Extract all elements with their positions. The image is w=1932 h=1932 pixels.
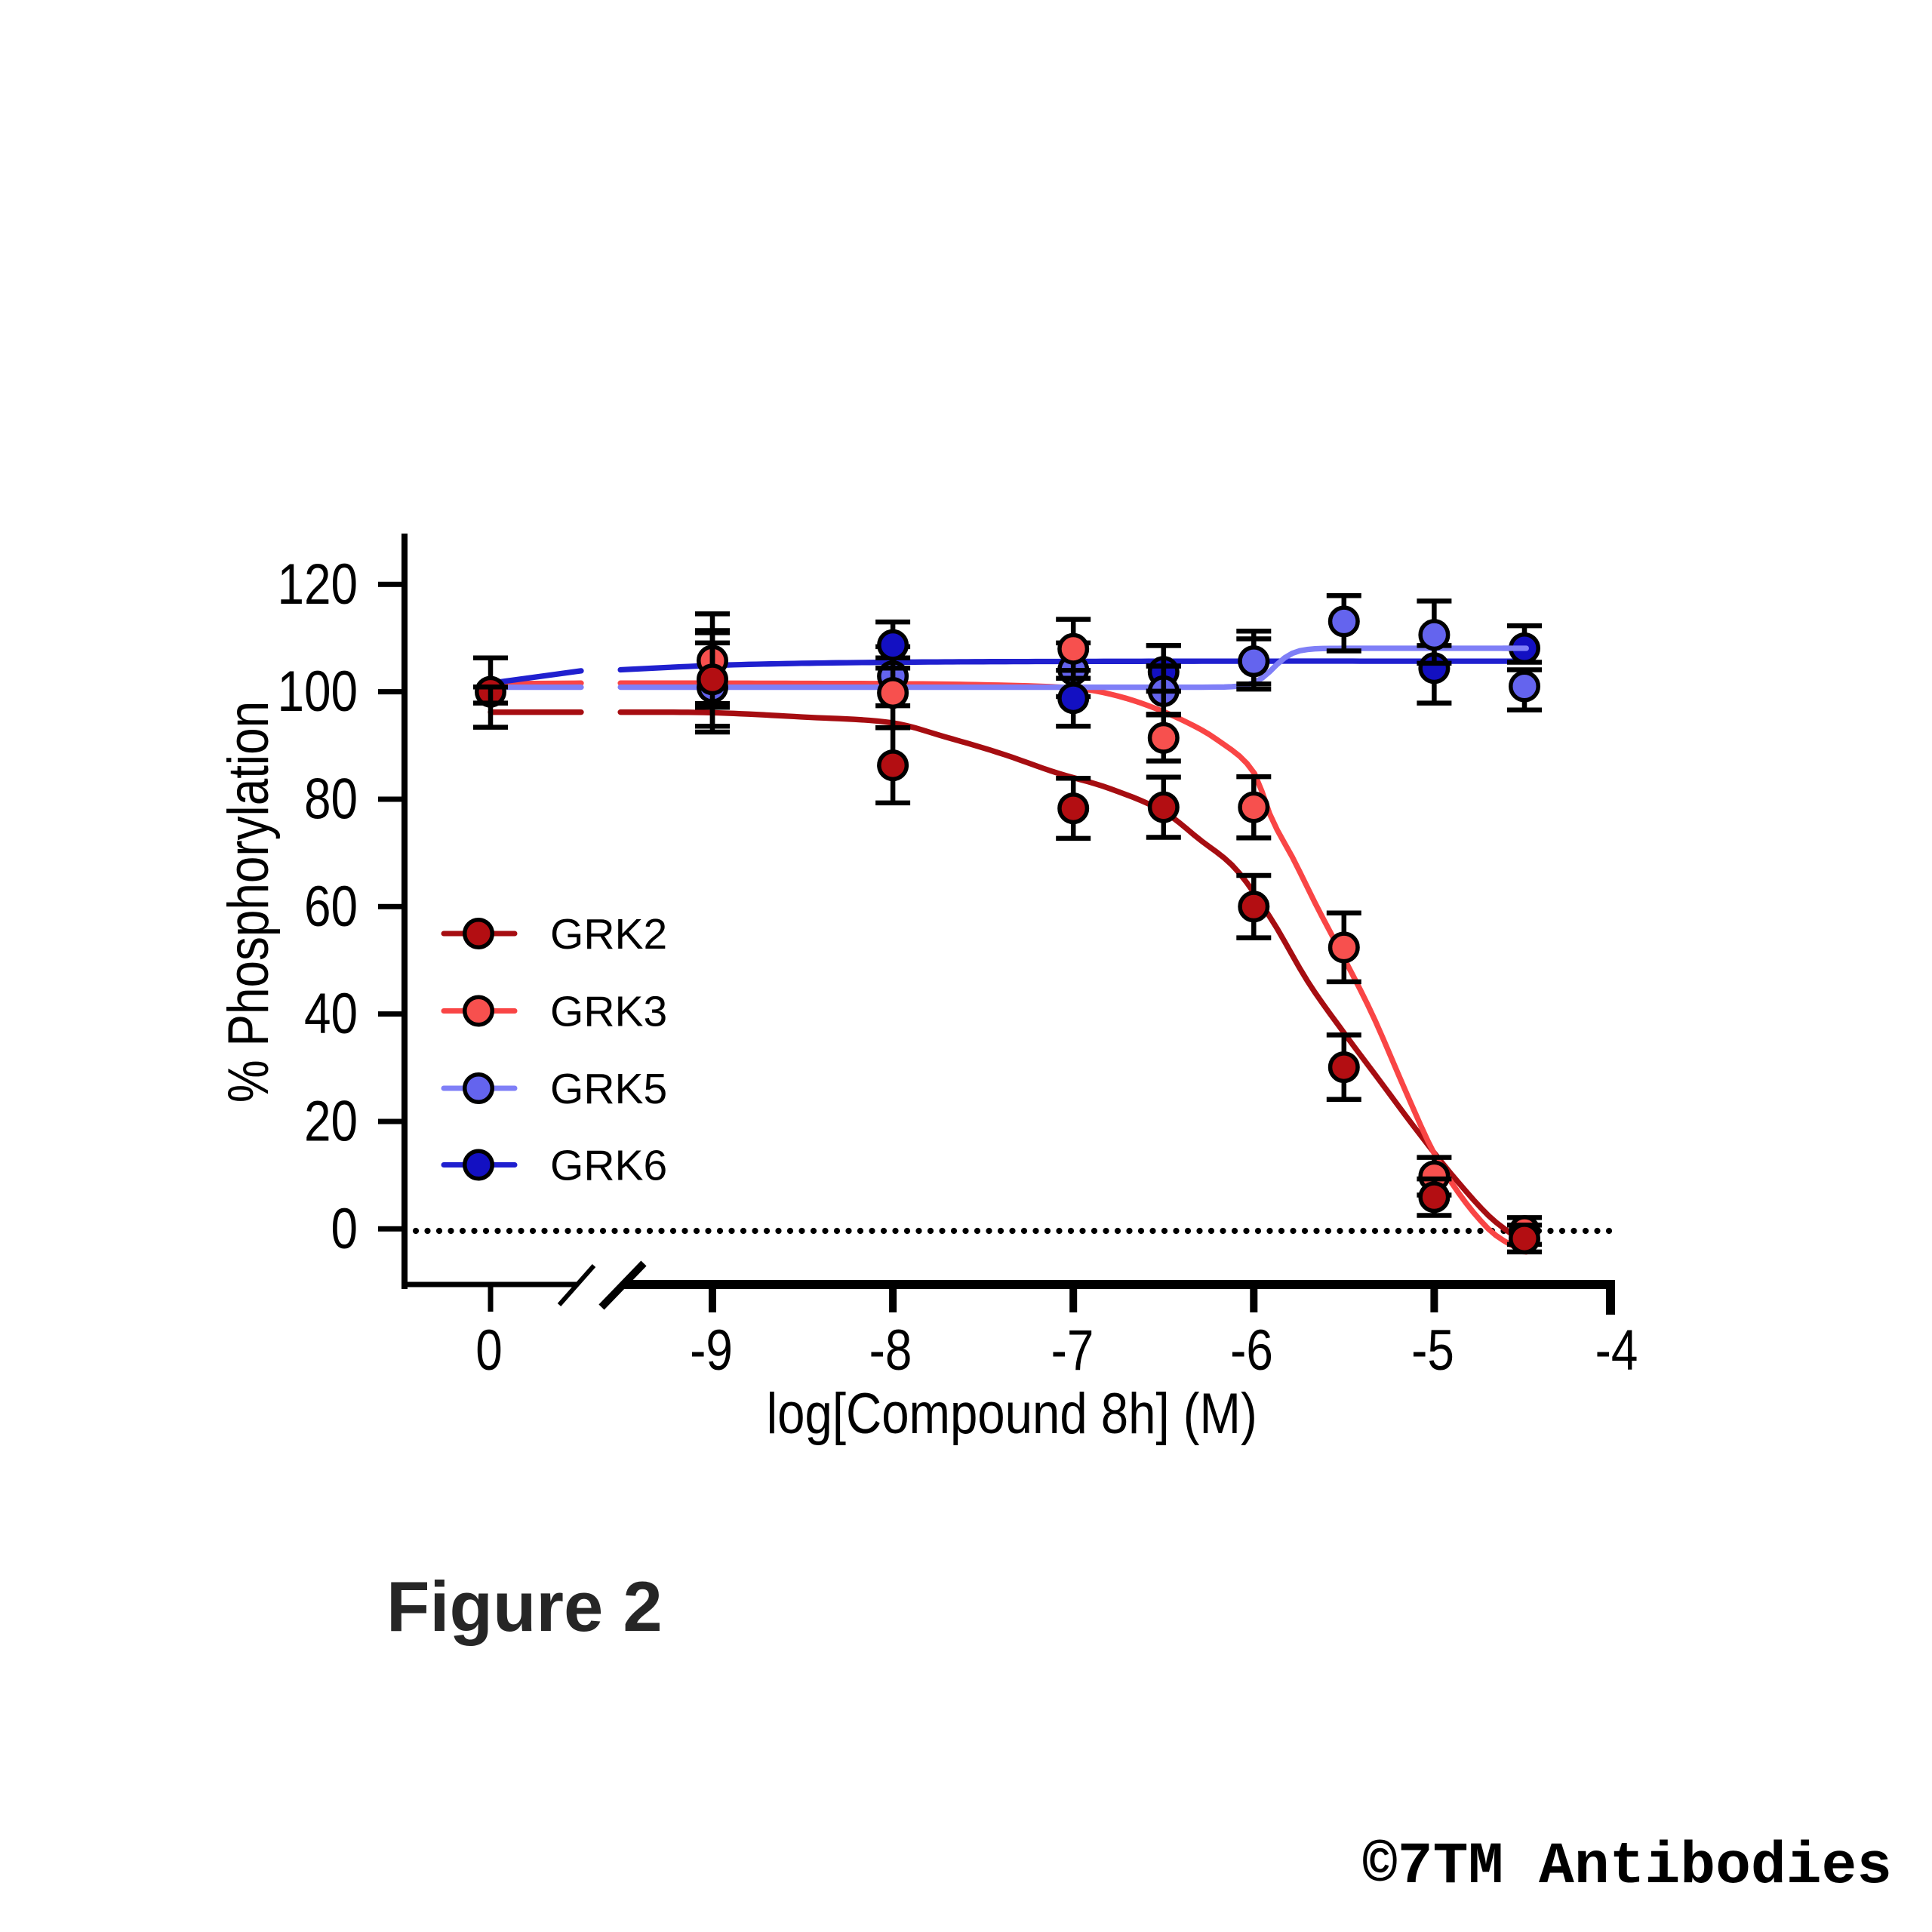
svg-text:60: 60	[304, 873, 358, 938]
svg-text:-6: -6	[1230, 1318, 1273, 1383]
svg-text:log[Compound 8h] (M): log[Compound 8h] (M)	[767, 1382, 1257, 1446]
svg-text:-4: -4	[1595, 1318, 1638, 1383]
svg-text:% Phosphorylation: % Phosphorylation	[216, 701, 281, 1103]
svg-text:120: 120	[277, 551, 358, 616]
svg-text:-7: -7	[1051, 1318, 1094, 1383]
svg-text:20: 20	[304, 1088, 358, 1153]
svg-text:40: 40	[304, 981, 358, 1046]
svg-text:0: 0	[475, 1318, 503, 1383]
svg-text:GRK3: GRK3	[550, 988, 667, 1036]
svg-text:Figure 2: Figure 2	[386, 1567, 663, 1646]
svg-text:80: 80	[304, 766, 358, 831]
svg-text:0: 0	[331, 1195, 358, 1260]
svg-text:100: 100	[277, 659, 358, 724]
svg-text:GRK2: GRK2	[550, 910, 667, 958]
svg-text:GRK6: GRK6	[550, 1142, 667, 1190]
svg-text:-9: -9	[690, 1318, 733, 1383]
svg-text:-8: -8	[869, 1318, 912, 1383]
svg-text:©7TM Antibodies: ©7TM Antibodies	[1362, 1834, 1892, 1900]
svg-text:GRK5: GRK5	[550, 1065, 667, 1113]
svg-text:-5: -5	[1411, 1318, 1454, 1383]
